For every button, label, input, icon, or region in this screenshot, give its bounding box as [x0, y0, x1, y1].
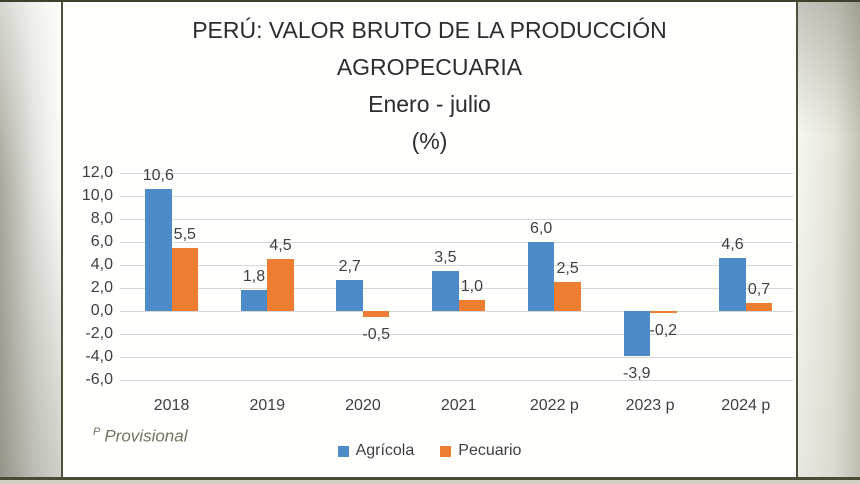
bar-pecuario-2019 [267, 259, 294, 311]
x-axis-label-2018: 2018 [153, 397, 190, 414]
provisional-footnote: P Provisional [93, 426, 188, 447]
bar-pecuario-2024-p [745, 302, 773, 311]
bar-agricola-2024-p [719, 258, 746, 311]
gridline-6-0 [120, 242, 793, 243]
gridline-0-0 [120, 311, 793, 312]
footnote-superscript: P [93, 426, 101, 438]
data-label-agricola-2022-p: 6,0 [529, 220, 553, 237]
chart-slide: PERÚ: VALOR BRUTO DE LA PRODUCCIÓN AGROP… [61, 2, 798, 477]
y-axis-tick-8-0: 8,0 [90, 210, 113, 227]
y-axis-tick-2-0: 2,0 [90, 279, 113, 296]
pecuario-swatch-icon [440, 445, 452, 457]
data-label-pecuario-2019: 4,5 [269, 237, 292, 255]
x-axis-label-2023-p: 2023 p [625, 397, 675, 414]
frame-bottom-strip [0, 480, 860, 484]
frame-right-gradient [798, 2, 860, 477]
bar-pecuario-2022-p [554, 282, 581, 311]
legend-label-agricola: Agrícola [355, 442, 415, 459]
legend-item-agricola: Agrícola [337, 442, 415, 459]
gridline-10-0 [120, 196, 793, 197]
agricola-swatch-icon [337, 445, 349, 457]
chart-title-line-2: AGROPECUARIA [336, 54, 523, 80]
y-axis-tick-10-0: 10,0 [81, 187, 113, 204]
data-label-agricola-2019: 1,8 [242, 268, 266, 286]
gridline-12-0 [120, 173, 793, 174]
x-axis-label-2021: 2021 [440, 397, 477, 414]
y-axis-tick-4-0: 4,0 [90, 256, 113, 273]
bar-agricola-2019 [240, 290, 268, 311]
data-label-pecuario-2024-p: 0,7 [747, 280, 771, 298]
data-label-agricola-2021: 3,5 [434, 248, 457, 266]
chart-legend: Agrícola Pecuario [63, 443, 796, 459]
data-label-agricola-2018: 10,6 [142, 167, 174, 185]
data-label-agricola-2023-p: -3,9 [623, 364, 651, 382]
gridline-2-0 [120, 334, 793, 335]
x-axis-label-2020: 2020 [345, 397, 381, 414]
bar-agricola-2022-p [527, 242, 555, 311]
frame-bottom-border [0, 477, 860, 480]
x-axis-label-2019: 2019 [249, 397, 286, 414]
legend-label-pecuario: Pecuario [458, 442, 522, 459]
bar-agricola-2021 [432, 270, 459, 311]
bar-agricola-2023-p [623, 311, 651, 356]
chart-title: PERÚ: VALOR BRUTO DE LA PRODUCCIÓN AGROP… [63, 12, 796, 160]
data-label-pecuario-2022-p: 2,5 [556, 260, 579, 278]
y-axis-tick-4-0: -4,0 [85, 348, 113, 365]
y-axis-tick-6-0: -6,0 [85, 371, 113, 388]
chart-title-line-1: PERÚ: VALOR BRUTO DE LA PRODUCCIÓN [192, 17, 667, 43]
footnote-text: Provisional [104, 426, 188, 446]
data-label-pecuario-2018: 5,5 [173, 225, 196, 243]
data-label-agricola-2024-p: 4,6 [721, 236, 744, 254]
bar-pecuario-2023-p [650, 311, 677, 314]
data-label-pecuario-2021: 1,0 [460, 277, 484, 295]
data-label-pecuario-2023-p: -0,2 [649, 322, 678, 340]
frame-top-border [0, 0, 860, 2]
gridline-6-0 [120, 380, 793, 381]
bar-chart-plot-area: 12,0 10,0 8,0 6,0 4,0 2,0 0,0 -2,0 -4,0 -6,0 10,6 5… [63, 2, 796, 477]
frame-left-gradient [0, 2, 61, 477]
gridline-4-0 [120, 357, 793, 358]
x-axis-label-2022-p: 2022 p [529, 397, 579, 414]
chart-title-line-4: (%) [411, 128, 448, 154]
bar-pecuario-2020 [362, 311, 390, 317]
x-axis-label-2024-p: 2024 p [721, 397, 771, 414]
y-axis-tick-12-0: 12,0 [81, 164, 113, 181]
y-axis-tick-2-0: -2,0 [85, 325, 113, 342]
y-axis-tick-0-0: 0,0 [90, 302, 113, 319]
gridline-4-0 [120, 265, 793, 266]
bar-pecuario-2018 [171, 247, 199, 311]
legend-item-pecuario: Pecuario [440, 443, 521, 459]
y-axis-tick-6-0: 6,0 [90, 233, 113, 250]
bar-agricola-2018 [145, 189, 172, 311]
bar-pecuario-2021 [458, 299, 486, 311]
data-label-agricola-2020: 2,7 [338, 257, 361, 275]
chart-title-line-3: Enero - julio [368, 91, 491, 117]
bar-agricola-2020 [336, 279, 363, 311]
gridline-8-0 [120, 219, 793, 220]
data-label-pecuario-2020: -0,5 [362, 325, 390, 343]
